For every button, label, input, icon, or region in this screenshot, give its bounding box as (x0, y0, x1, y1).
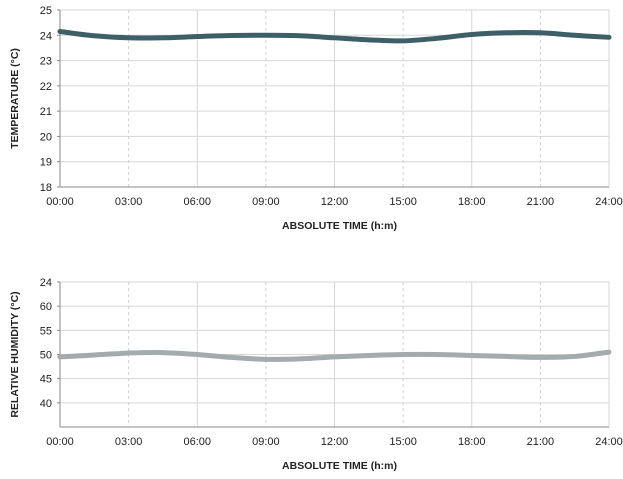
y-tick-label: 23 (40, 56, 52, 68)
x-tick-label: 00:00 (46, 436, 74, 448)
x-tick-label: 18:00 (458, 196, 486, 208)
y-tick-label: 45 (40, 374, 52, 386)
y-tick-label: 21 (40, 106, 52, 118)
x-tick-label: 12:00 (321, 436, 349, 448)
x-tick-label: 00:00 (46, 196, 74, 208)
y-tick-label: 60 (40, 301, 52, 313)
x-tick-label: 09:00 (252, 196, 280, 208)
x-axis-title: ABSOLUTE TIME (h:m) (282, 220, 397, 232)
x-tick-label: 18:00 (458, 436, 486, 448)
x-tick-label: 21:00 (527, 196, 555, 208)
y-tick-label: 50 (40, 350, 52, 362)
y-tick-label: 19 (40, 157, 52, 169)
series-line (57, 349, 612, 362)
y-tick-label: 40 (40, 398, 52, 410)
y-tick-label: 20 (40, 131, 52, 143)
y-tick-label: 25 (40, 5, 52, 17)
y-tick-label: 18 (40, 182, 52, 194)
y-tick-label: 24 (40, 277, 52, 289)
y-tick-label: 22 (40, 81, 52, 93)
x-tick-label: 06:00 (183, 436, 211, 448)
y-tick-label: 24 (40, 30, 52, 42)
x-tick-label: 24:00 (595, 436, 623, 448)
x-tick-label: 09:00 (252, 436, 280, 448)
x-tick-label: 15:00 (389, 196, 417, 208)
series-line (57, 28, 612, 44)
x-tick-label: 06:00 (183, 196, 211, 208)
y-axis-title: TEMPERATURE (°C) (9, 48, 21, 149)
y-tick-label: 55 (40, 325, 52, 337)
x-tick-label: 24:00 (595, 196, 623, 208)
x-tick-label: 03:00 (115, 196, 143, 208)
x-tick-label: 15:00 (389, 436, 417, 448)
x-tick-label: 03:00 (115, 436, 143, 448)
y-axis-title: RELATIVE HUMIDITY (°C) (9, 291, 21, 417)
x-axis-title: ABSOLUTE TIME (h:m) (282, 460, 397, 472)
x-tick-label: 12:00 (321, 196, 349, 208)
x-tick-label: 21:00 (527, 436, 555, 448)
